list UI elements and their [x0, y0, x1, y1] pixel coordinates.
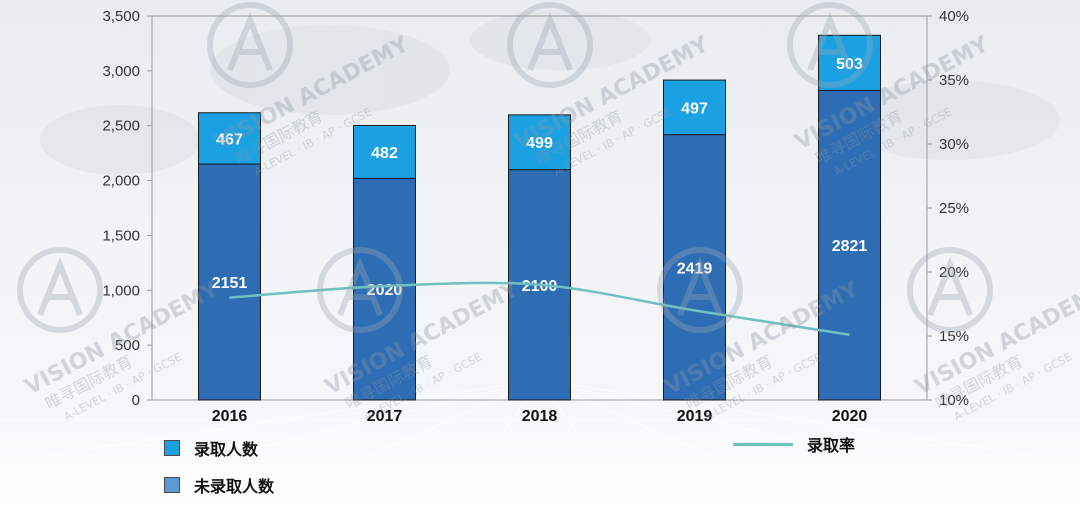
data-label-admitted: 482	[371, 145, 398, 162]
bar-admitted	[818, 34, 881, 91]
data-label-not-admitted: 2151	[212, 275, 248, 292]
legend-label-admitted: 录取人数	[194, 440, 259, 459]
bar-not-admitted	[818, 89, 881, 401]
category-labels: 2016 2017 2018 2019 2020	[212, 408, 868, 425]
data-label-admitted: 499	[526, 135, 553, 152]
right-axis-tick-label: 25%	[939, 200, 969, 217]
right-axis-tick-label: 40%	[939, 8, 969, 25]
left-axis-tick-label: 3,000	[102, 63, 140, 80]
bar-not-admitted	[198, 163, 261, 401]
legend-swatch-not-admitted	[164, 477, 180, 493]
legend-swatch-admitted	[164, 440, 180, 456]
rate-line	[229, 281, 850, 336]
legend-item-rate: 录取率	[733, 435, 856, 455]
legend-label-not-admitted: 未录取人数	[194, 477, 275, 496]
bar-admitted	[663, 79, 726, 136]
right-axis-tick-label: 15%	[939, 328, 969, 345]
legend-swatch-rate	[733, 442, 793, 446]
left-axis-tick-label: 1,500	[102, 227, 140, 244]
left-axis-tick-label: 1,000	[102, 282, 140, 299]
data-label-not-admitted: 2100	[522, 278, 558, 295]
category-label: 2017	[367, 408, 403, 425]
legend-label-rate: 录取率	[807, 436, 856, 455]
right-axis-ticks: 10% 15% 20% 25% 30% 35% 40%	[927, 8, 969, 409]
left-axis-ticks: 0 500 1,000 1,500 2,000 2,500 3,000 3,500	[102, 8, 152, 409]
category-label: 2019	[677, 408, 713, 425]
data-label-not-admitted: 2419	[677, 260, 713, 277]
data-label-admitted: 503	[836, 56, 863, 73]
category-label: 2020	[832, 408, 868, 425]
data-label-admitted: 497	[681, 100, 708, 117]
category-label: 2018	[522, 408, 558, 425]
bar-admitted	[353, 124, 416, 179]
right-axis-tick-label: 35%	[939, 72, 969, 89]
bar-not-admitted	[663, 134, 726, 401]
left-axis-tick-label: 3,500	[102, 8, 140, 25]
category-label: 2016	[212, 408, 248, 425]
bar-not-admitted	[353, 177, 416, 401]
left-axis-tick-label: 2,500	[102, 118, 140, 135]
right-axis-tick-label: 30%	[939, 136, 969, 153]
legend-item-admitted: 录取人数	[164, 436, 258, 460]
data-label-admitted: 467	[216, 131, 243, 148]
data-label-not-admitted: 2821	[832, 238, 868, 255]
bar-admitted	[198, 112, 261, 165]
right-axis-tick-label: 10%	[939, 392, 969, 409]
left-axis-tick-label: 0	[132, 392, 140, 409]
bar-admitted	[508, 114, 571, 171]
left-axis-tick-label: 2,000	[102, 173, 140, 190]
right-axis-tick-label: 20%	[939, 264, 969, 281]
legend-item-not-admitted: 未录取人数	[164, 473, 274, 497]
left-axis-tick-label: 500	[115, 337, 140, 354]
